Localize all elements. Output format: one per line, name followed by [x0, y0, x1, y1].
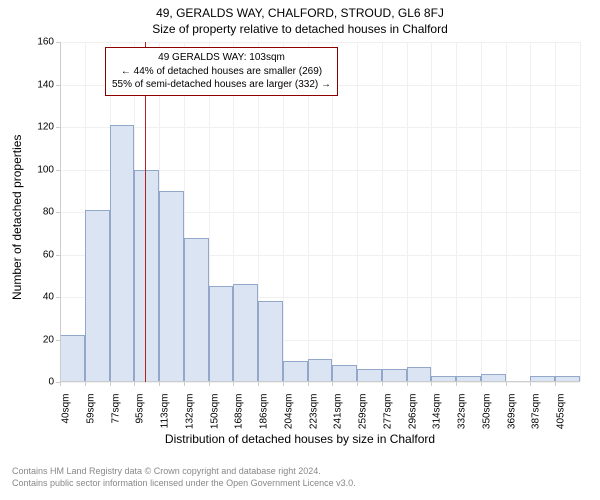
- x-tick-mark: [407, 382, 408, 386]
- histogram-bar: [258, 301, 283, 382]
- x-tick-mark: [85, 382, 86, 386]
- x-tick-mark: [456, 382, 457, 386]
- x-tick-mark: [332, 382, 333, 386]
- x-tick-mark: [60, 382, 61, 386]
- x-tick-mark: [506, 382, 507, 386]
- x-tick-mark: [555, 382, 556, 386]
- x-tick-mark: [308, 382, 309, 386]
- histogram-bar: [60, 335, 85, 382]
- x-tick-mark: [110, 382, 111, 386]
- gridline-horizontal: [60, 127, 580, 128]
- footer-licence: Contains public sector information licen…: [12, 478, 356, 490]
- gridline-vertical: [506, 42, 507, 382]
- y-tick-mark: [56, 170, 60, 171]
- histogram-bar: [159, 191, 184, 382]
- histogram-bar: [85, 210, 110, 382]
- y-tick-label: 60: [43, 249, 54, 260]
- x-tick-mark: [481, 382, 482, 386]
- gridline-vertical: [580, 42, 581, 382]
- x-tick-mark: [233, 382, 234, 386]
- y-tick-label: 120: [37, 122, 54, 133]
- y-tick-label: 80: [43, 207, 54, 218]
- histogram-bar: [184, 238, 209, 383]
- y-tick-mark: [56, 42, 60, 43]
- y-tick-label: 20: [43, 334, 54, 345]
- y-axis-label: Number of detached properties: [10, 135, 24, 300]
- histogram-bar: [209, 286, 234, 382]
- gridline-horizontal: [60, 382, 580, 383]
- y-tick-mark: [56, 212, 60, 213]
- x-tick-mark: [431, 382, 432, 386]
- histogram-bar: [332, 365, 357, 382]
- annotation-line1: 49 GERALDS WAY: 103sqm: [112, 51, 331, 65]
- x-tick-mark: [283, 382, 284, 386]
- gridline-vertical: [456, 42, 457, 382]
- y-tick-mark: [56, 85, 60, 86]
- chart-title-address: 49, GERALDS WAY, CHALFORD, STROUD, GL6 8…: [0, 6, 600, 20]
- gridline-vertical: [382, 42, 383, 382]
- x-axis-line: [60, 381, 580, 382]
- gridline-vertical: [555, 42, 556, 382]
- gridline-vertical: [431, 42, 432, 382]
- y-tick-label: 0: [48, 377, 54, 388]
- gridline-vertical: [407, 42, 408, 382]
- x-tick-mark: [382, 382, 383, 386]
- x-tick-mark: [530, 382, 531, 386]
- subject-annotation-box: 49 GERALDS WAY: 103sqm ← 44% of detached…: [105, 47, 338, 96]
- y-tick-label: 40: [43, 292, 54, 303]
- gridline-horizontal: [60, 42, 580, 43]
- histogram-bar: [110, 125, 135, 382]
- x-axis-label: Distribution of detached houses by size …: [0, 432, 600, 446]
- histogram-bar: [407, 367, 432, 382]
- gridline-vertical: [481, 42, 482, 382]
- x-tick-mark: [184, 382, 185, 386]
- gridline-vertical: [357, 42, 358, 382]
- histogram-bar: [308, 359, 333, 382]
- x-tick-mark: [134, 382, 135, 386]
- x-tick-mark: [159, 382, 160, 386]
- chart-container: 49, GERALDS WAY, CHALFORD, STROUD, GL6 8…: [0, 0, 600, 500]
- y-tick-label: 140: [37, 79, 54, 90]
- x-tick-mark: [258, 382, 259, 386]
- histogram-bar: [283, 361, 308, 382]
- annotation-line2: ← 44% of detached houses are smaller (26…: [112, 65, 331, 79]
- histogram-bar: [134, 170, 159, 383]
- y-tick-mark: [56, 297, 60, 298]
- x-tick-mark: [357, 382, 358, 386]
- annotation-line3: 55% of semi-detached houses are larger (…: [112, 78, 331, 92]
- y-tick-label: 100: [37, 164, 54, 175]
- x-tick-mark: [209, 382, 210, 386]
- y-tick-mark: [56, 340, 60, 341]
- y-tick-mark: [56, 255, 60, 256]
- footer-copyright: Contains HM Land Registry data © Crown c…: [12, 466, 321, 478]
- y-axis-line: [60, 42, 61, 382]
- y-tick-label: 160: [37, 37, 54, 48]
- chart-subtitle: Size of property relative to detached ho…: [0, 22, 600, 36]
- gridline-vertical: [530, 42, 531, 382]
- histogram-bar: [233, 284, 258, 382]
- y-tick-mark: [56, 127, 60, 128]
